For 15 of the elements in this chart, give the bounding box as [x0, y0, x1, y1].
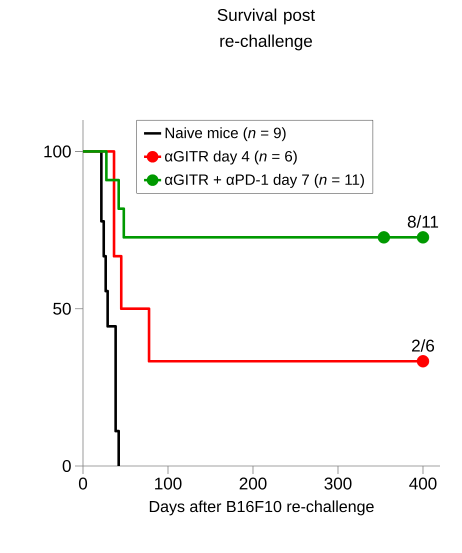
y-tick-label: 0: [62, 460, 71, 472]
annotation: 8/11: [408, 215, 438, 228]
x-axis-title: Days after B16F10 re-challenge: [150, 500, 374, 516]
legend-label: αGITR day 4 (n = 6): [165, 150, 297, 165]
x-tick-label: 400: [409, 478, 437, 490]
x-tick-label: 100: [155, 478, 182, 490]
x-tick-label: 200: [240, 478, 267, 490]
y-tick-label: 50: [53, 302, 71, 315]
annotation: 2/6: [412, 339, 434, 352]
y-tick-label: 100: [44, 145, 71, 158]
legend-label: αGITR + αPD-1 day 7 (n = 11): [165, 174, 364, 188]
x-tick-label: 300: [324, 478, 352, 490]
x-tick-label: 0: [78, 478, 88, 490]
legend-label: Naive mice (n = 9): [166, 127, 286, 142]
chart-title: Survival post re-challenge: [218, 8, 315, 50]
